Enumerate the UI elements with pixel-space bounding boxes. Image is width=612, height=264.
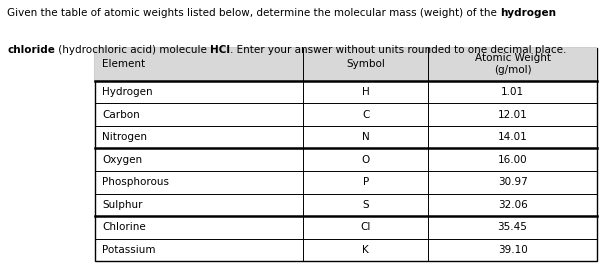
Text: 12.01: 12.01 <box>498 110 528 120</box>
Text: Given the table of atomic weights listed below, determine the molecular mass (we: Given the table of atomic weights listed… <box>7 8 501 18</box>
Bar <box>95 48 597 81</box>
Bar <box>95 48 597 261</box>
Text: Sulphur: Sulphur <box>102 200 143 210</box>
Text: HCl: HCl <box>211 45 230 55</box>
Text: N: N <box>362 132 370 142</box>
Text: Hydrogen: Hydrogen <box>102 87 153 97</box>
Text: (hydrochloric acid) molecule: (hydrochloric acid) molecule <box>55 45 211 55</box>
Text: C: C <box>362 110 370 120</box>
Text: Nitrogen: Nitrogen <box>102 132 147 142</box>
Text: 1.01: 1.01 <box>501 87 524 97</box>
Text: . Enter your answer without units rounded to one decimal place.: . Enter your answer without units rounde… <box>230 45 567 55</box>
Text: P: P <box>362 177 369 187</box>
Text: Potassium: Potassium <box>102 245 155 255</box>
Text: S: S <box>362 200 369 210</box>
Text: chloride: chloride <box>7 45 55 55</box>
Text: Cl: Cl <box>360 223 371 233</box>
Text: Symbol: Symbol <box>346 59 385 69</box>
Text: H: H <box>362 87 370 97</box>
Text: 39.10: 39.10 <box>498 245 528 255</box>
Text: Chlorine: Chlorine <box>102 223 146 233</box>
Text: Atomic Weight
(g/mol): Atomic Weight (g/mol) <box>474 53 551 75</box>
Text: 35.45: 35.45 <box>498 223 528 233</box>
Text: Phosphorous: Phosphorous <box>102 177 169 187</box>
Text: O: O <box>362 155 370 165</box>
Text: 14.01: 14.01 <box>498 132 528 142</box>
Text: K: K <box>362 245 369 255</box>
Text: hydrogen: hydrogen <box>501 8 556 18</box>
Text: Carbon: Carbon <box>102 110 140 120</box>
Text: Oxygen: Oxygen <box>102 155 143 165</box>
Text: 30.97: 30.97 <box>498 177 528 187</box>
Text: 32.06: 32.06 <box>498 200 528 210</box>
Text: 16.00: 16.00 <box>498 155 528 165</box>
Text: Element: Element <box>102 59 145 69</box>
